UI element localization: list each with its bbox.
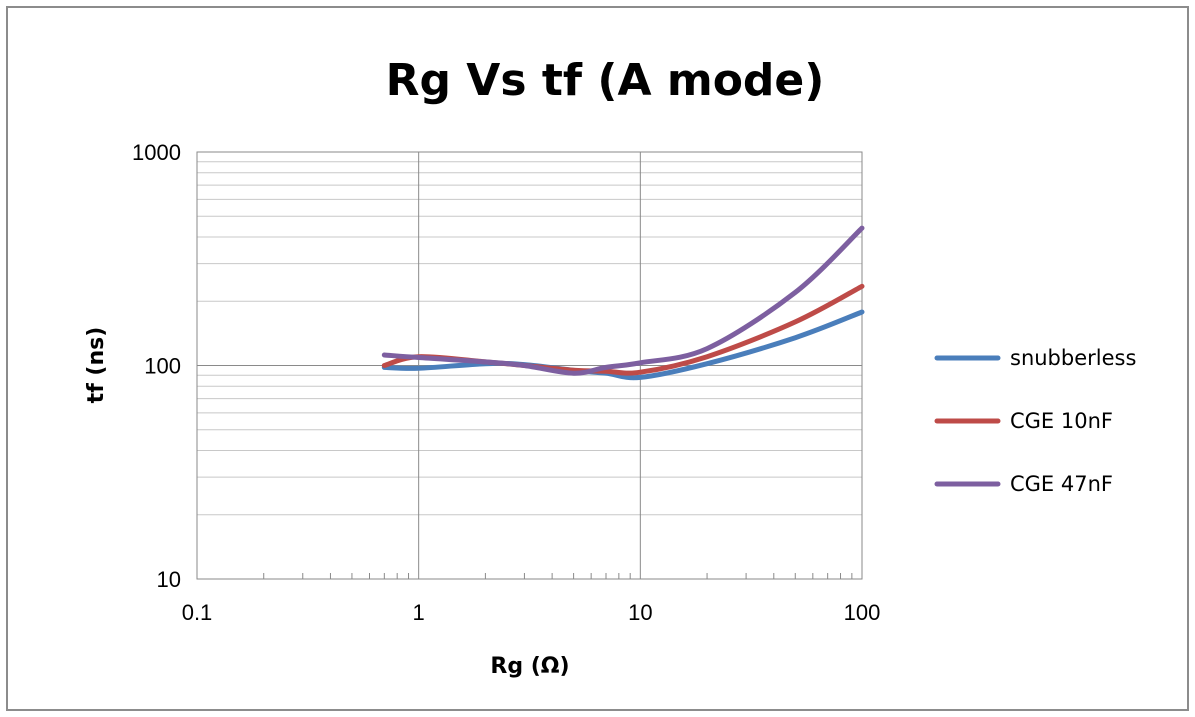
plot-area-border bbox=[196, 151, 863, 580]
series-lines bbox=[381, 225, 865, 381]
legend: snubberless CGE 10nF CGE 47nF bbox=[934, 346, 1136, 496]
legend-label: CGE 47nF bbox=[1010, 472, 1113, 496]
chart-title: Rg Vs tf (A mode) bbox=[386, 55, 825, 106]
x-tick-label: 0.1 bbox=[182, 600, 213, 625]
x-tick-label: 1 bbox=[413, 600, 425, 625]
series-line-cge-47nf bbox=[381, 225, 865, 376]
plot-border-rect bbox=[196, 151, 863, 580]
x-tick-label: 10 bbox=[628, 600, 652, 625]
x-tick-label: 100 bbox=[844, 600, 881, 625]
x-axis-title: Rg (Ω) bbox=[490, 654, 569, 679]
legend-label: snubberless bbox=[1010, 346, 1136, 370]
y-tick-label: 10 bbox=[157, 567, 181, 592]
minor-gridlines bbox=[197, 161, 862, 516]
y-tick-labels: 10 100 1000 bbox=[132, 140, 181, 592]
y-axis-title: tf (ns) bbox=[84, 327, 109, 404]
x-minor-ticks bbox=[263, 573, 853, 579]
x-tick-labels: 0.1 1 10 100 bbox=[182, 600, 881, 625]
legend-label: CGE 10nF bbox=[1010, 409, 1113, 433]
y-tick-label: 100 bbox=[144, 354, 181, 379]
y-tick-label: 1000 bbox=[132, 140, 181, 165]
